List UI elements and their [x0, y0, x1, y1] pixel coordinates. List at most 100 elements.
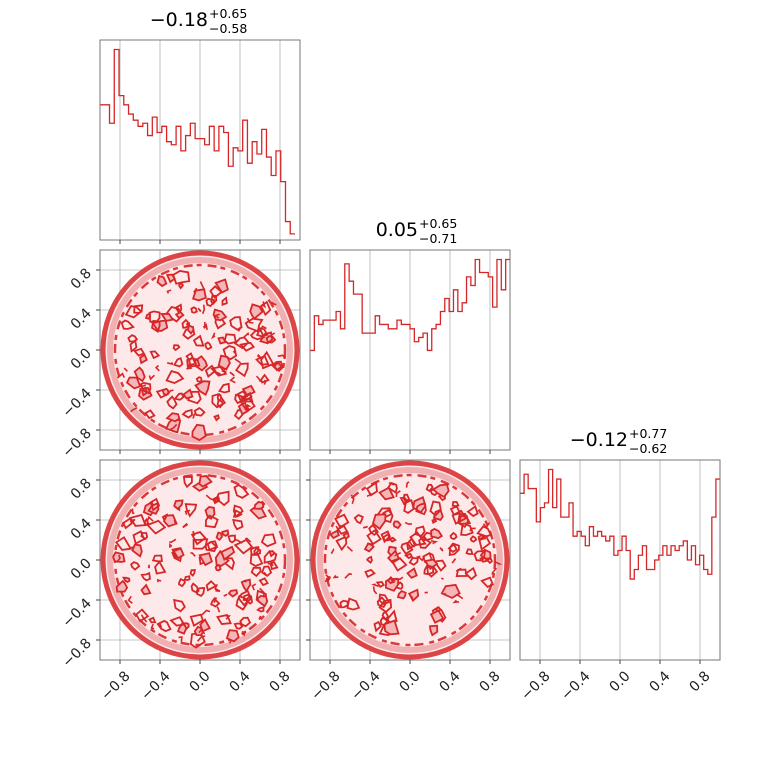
contour-blob: [217, 336, 228, 345]
contour-blob: [133, 366, 146, 383]
contour-blob: [368, 524, 379, 537]
contour-blob: [125, 376, 142, 390]
hist-3-x-tick-label: −0.8: [518, 668, 553, 703]
contour-blob: [258, 577, 269, 587]
contour-segment: [234, 538, 243, 544]
contour-blob: [364, 568, 376, 579]
contour-blob: [190, 306, 198, 314]
contour-segment: [443, 592, 446, 596]
contour-blob: [268, 549, 276, 558]
contour-blob: [205, 580, 218, 592]
contour-segment: [244, 580, 247, 583]
param-minus-error: −0.62: [629, 441, 667, 456]
contour-blob: [440, 583, 461, 599]
contour-blob: [406, 567, 418, 579]
contour-segment: [130, 546, 135, 549]
contour-segment: [156, 578, 162, 583]
contour-blob: [139, 381, 152, 395]
contour-segment: [190, 552, 196, 557]
contour-blob: [451, 509, 468, 525]
contour-blob: [250, 546, 260, 556]
contour-blob: [221, 296, 228, 306]
contour-ring: [323, 473, 497, 647]
contour-segment: [184, 509, 191, 515]
contour-blob: [232, 509, 243, 518]
contour-blob: [191, 423, 207, 442]
contour-blob: [122, 576, 131, 584]
contour-blob: [120, 319, 135, 330]
contour-blob: [114, 536, 133, 551]
contour-blob: [166, 395, 178, 410]
contour-segment: [246, 404, 252, 408]
contour-blob: [425, 483, 434, 493]
contour-blob: [426, 565, 439, 578]
contour-blob: [215, 490, 230, 507]
contour-blob: [182, 475, 193, 489]
contour-1-y-tick-label: −0.4: [59, 385, 94, 420]
contour-segment: [201, 609, 211, 616]
contour-segment: [416, 555, 421, 559]
contour-blob: [447, 543, 458, 554]
contour-blob: [227, 589, 239, 598]
contour-segment: [428, 552, 433, 560]
contour-segment: [478, 536, 487, 542]
contour-segment: [150, 623, 155, 630]
contour-blob: [213, 414, 220, 422]
contour-blob: [213, 496, 221, 503]
contour-blob: [124, 304, 143, 319]
contour-segment: [251, 583, 257, 591]
contour-panel-2: [100, 460, 300, 660]
contour-blob: [429, 500, 442, 517]
contour-segment: [229, 376, 236, 384]
contour-2-y-tick-label: 0.8: [68, 476, 95, 503]
contour-segment: [140, 614, 148, 623]
contour-blob: [220, 545, 236, 561]
contour-segment: [367, 542, 375, 548]
contour-segment: [182, 522, 189, 529]
contour-blob: [227, 534, 236, 544]
param-median: −0.18: [150, 9, 208, 31]
contour-segment: [389, 576, 396, 582]
contour-segment: [405, 481, 410, 488]
contour-segment: [430, 540, 439, 545]
contour-segment: [395, 490, 401, 497]
contour-blob: [139, 353, 148, 365]
contour-blob: [465, 548, 474, 555]
contour-blob: [186, 324, 195, 335]
contour-blob: [178, 282, 184, 290]
contour-blob: [434, 606, 443, 612]
contour-blob: [232, 518, 244, 531]
contour-blob: [210, 294, 218, 306]
contour-blob: [380, 530, 391, 544]
param-minus-error: −0.58: [209, 21, 247, 36]
contour-segment: [130, 406, 138, 413]
contour-blob: [194, 380, 211, 397]
contour-blob: [216, 399, 224, 409]
contour-blob: [127, 334, 139, 343]
contour-1-y-tick-label: 0.4: [68, 305, 95, 332]
histogram-2: [310, 258, 510, 352]
contour-blob: [329, 529, 340, 540]
contour-blob: [214, 278, 229, 294]
contour-segment: [185, 321, 191, 326]
contour-segment: [441, 577, 444, 580]
param-median: 0.05: [376, 219, 418, 241]
contour-blob: [133, 304, 144, 314]
contour-blob: [478, 535, 492, 551]
contour-3-x-tick-label: −0.8: [308, 668, 343, 703]
contour-segment: [169, 542, 173, 548]
contour-blob: [457, 512, 472, 525]
contour-segment: [210, 332, 216, 340]
contour-segment: [388, 481, 395, 486]
contour-blob: [234, 393, 248, 405]
contour-segment: [199, 281, 206, 291]
contour-blob: [150, 319, 161, 334]
contour-blob: [169, 616, 186, 627]
contour-segment: [452, 599, 460, 604]
contour-segment: [403, 498, 410, 506]
contour-segment: [229, 371, 235, 377]
contour-blob: [172, 547, 185, 560]
contour-segment: [237, 327, 242, 332]
contour-3-x-tick-label: 0.8: [477, 668, 504, 695]
contour-blob: [253, 546, 262, 556]
